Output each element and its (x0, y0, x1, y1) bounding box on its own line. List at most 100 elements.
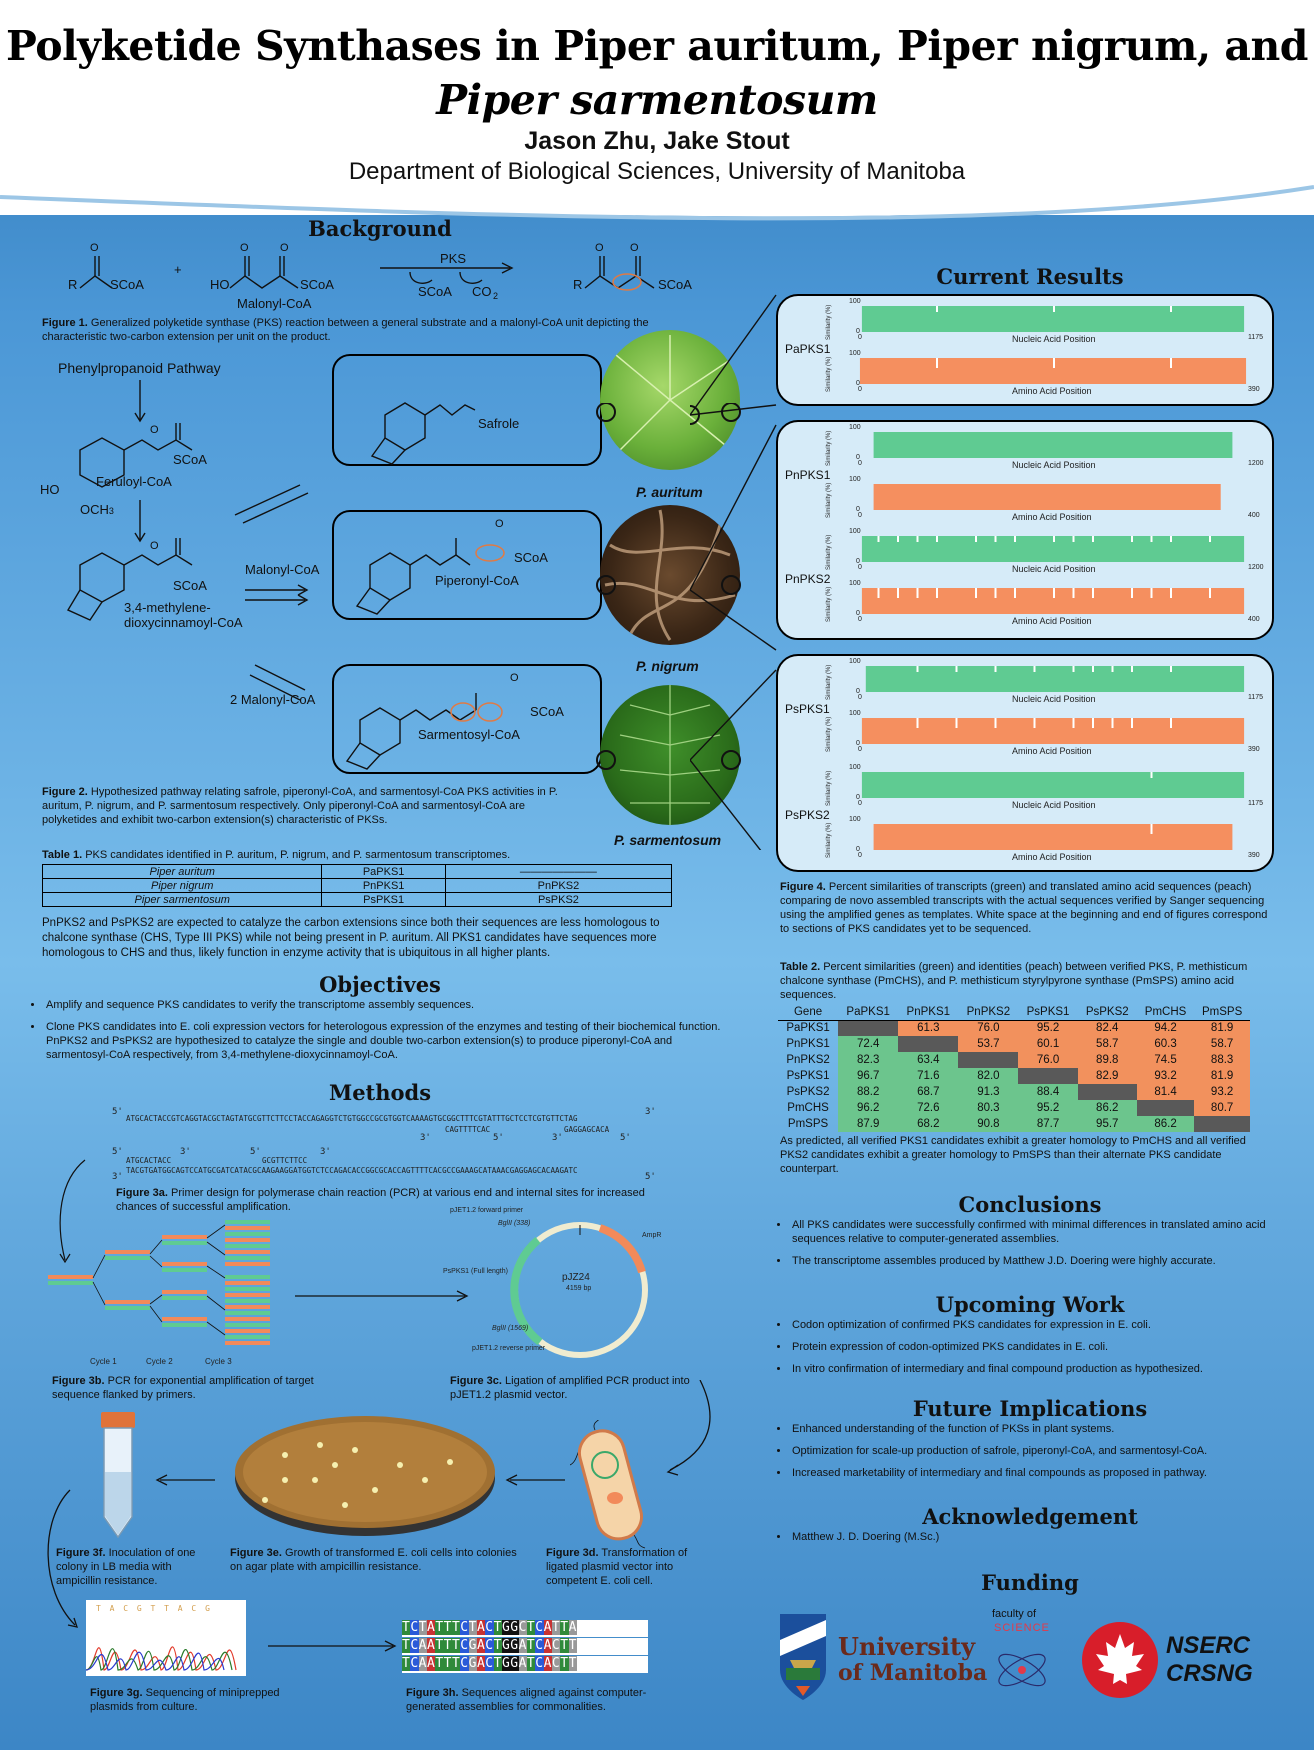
background-heading: Background (308, 216, 452, 241)
similarity-dip (994, 536, 997, 542)
seq-3prime-top: 3' (645, 1107, 656, 1117)
alignment-base: C (535, 1620, 544, 1635)
table2-cell: 81.9 (1194, 1068, 1250, 1084)
sequence-alignment: TCTATTTCTACTGGCTCATTA TCAATTTCGACTGGATCAC… (402, 1620, 648, 1676)
fig3a-caption: Figure 3a. Primer design for polymerase … (116, 1186, 676, 1214)
similarity-dip (1092, 536, 1094, 542)
similarity-dip (1092, 588, 1094, 598)
malonyl-coa-arrow: Malonyl-CoA (245, 562, 320, 577)
methylene-coa-1: 3,4-methylene- (124, 600, 211, 615)
table2-cell: PaPKS1 (786, 1022, 830, 1035)
alignment-base: A (426, 1638, 436, 1653)
x-axis-label: Nucleic Acid Position (1012, 334, 1096, 344)
fig3b-caption: Figure 3b. PCR for exponential amplifica… (52, 1374, 342, 1402)
similarity-plot-na (861, 306, 1245, 332)
table2-cell: 87.7 (1018, 1116, 1078, 1132)
chem-o-6: O (150, 424, 159, 436)
malonyl-coa-label: Malonyl-CoA (237, 296, 312, 311)
similarity-dip (1072, 666, 1075, 672)
plot-gene-label: PnPKS1 (785, 468, 831, 482)
y-min-label: 0 (856, 328, 860, 335)
similarity-dip (1170, 306, 1172, 312)
table2-cell: 94.2 (1136, 1020, 1195, 1036)
table2-cell: 80.3 (958, 1100, 1019, 1116)
species-label-2: P. nigrum (636, 658, 699, 674)
upcoming-item: Codon optimization of confirmed PKS cand… (790, 1318, 1276, 1332)
culture-tube (101, 1412, 135, 1539)
similarity-area (861, 772, 1245, 798)
similarity-area (873, 484, 1221, 510)
similarity-area (861, 718, 1245, 744)
alignment-base: A (543, 1656, 552, 1671)
um-name-1: University (838, 1632, 976, 1661)
x-end-label: 390 (1248, 386, 1260, 393)
upcoming-list: Codon optimization of confirmed PKS cand… (776, 1318, 1276, 1384)
table2-cell: 68.2 (898, 1116, 959, 1132)
x-end-label: 1175 (1248, 334, 1264, 341)
alignment-row: TCAATTTCGACTGGATCACTT (402, 1656, 648, 1673)
table2-row: PaPKS1 61.3 76.0 95.2 82.4 94.2 81.9 (778, 1020, 1250, 1036)
similarity-dip (1131, 666, 1133, 672)
fig3a-text: Primer design for polymerase chain react… (116, 1187, 645, 1213)
alignment-base: G (501, 1656, 511, 1671)
plot-gene-label: PaPKS1 (785, 342, 831, 356)
plasmid-bgl2: BglII (1569) (492, 1325, 529, 1332)
x-axis-label: Amino Acid Position (1012, 512, 1092, 522)
alignment-base: G (501, 1638, 511, 1653)
alignment-base: A (568, 1620, 577, 1635)
similarity-dip (897, 536, 899, 542)
y-min-label: 0 (856, 454, 860, 461)
alignment-base: T (568, 1638, 577, 1653)
pathway-title: Phenylpropanoid Pathway (58, 360, 221, 376)
fig4-text: Percent similarities of transcripts (gre… (780, 881, 1268, 935)
alignment-base: A (518, 1638, 527, 1653)
primer-f2-5: 5' (250, 1147, 261, 1157)
fig3b-text: PCR for exponential amplification of tar… (52, 1375, 314, 1401)
piperonyl-label: Piperonyl-CoA (435, 573, 519, 588)
chem-scoa-1: SCoA (110, 277, 144, 292)
table2-cell: 60.3 (1136, 1036, 1195, 1052)
similarity-dip (1072, 588, 1075, 598)
x-axis-label: Nucleic Acid Position (1012, 800, 1096, 810)
chem-scoa-3: SCoA (418, 284, 452, 299)
fig3h-label: Figure 3h. (406, 1687, 459, 1699)
table2-cell (958, 1052, 1019, 1068)
similarity-dip (916, 666, 919, 672)
science-atom-icon (998, 1653, 1046, 1687)
similarity-dip (1033, 718, 1036, 728)
species-label-3: P. sarmentosum (614, 832, 722, 848)
zoom-lines (690, 294, 777, 850)
chem-o-1: O (90, 242, 99, 254)
p-nigrum-photo (600, 505, 740, 645)
table2-cell (1194, 1116, 1250, 1132)
table2-cell: 82.4 (1077, 1020, 1137, 1036)
y-axis-label: Similarity (%) (826, 716, 832, 752)
y-axis-label: Similarity (%) (826, 822, 832, 858)
x-start-label: 0 (858, 746, 862, 753)
fig3g-caption: Figure 3g. Sequencing of miniprepped pla… (90, 1686, 310, 1714)
similarity-dip (936, 588, 938, 598)
alignment-base: T (402, 1620, 411, 1635)
similarity-plot-na (865, 666, 1245, 692)
y-axis-label: Similarity (%) (826, 482, 832, 518)
pcr-diagram (48, 1159, 270, 1345)
similarity-dip (936, 536, 938, 542)
alignment-base: T (493, 1638, 502, 1653)
header-wave (0, 175, 1314, 221)
alignment-base: C (551, 1638, 561, 1653)
science-label: SCIENCE (994, 1622, 1050, 1634)
similarity-dip (1150, 536, 1153, 542)
similarity-dip (994, 666, 997, 672)
similarity-plot-aa (861, 718, 1245, 744)
fig3g-text: Sequencing of miniprepped plasmids from … (90, 1687, 280, 1713)
primer-r2: GAGGAGCACA (564, 1125, 610, 1134)
chem-scoa-8: SCoA (530, 704, 564, 719)
table2-row: PmCHS 96.2 72.6 80.3 95.2 86.2 80.7 (778, 1100, 1250, 1116)
similarity-plot-aa (861, 588, 1245, 614)
table2-cell: 86.2 (1077, 1100, 1137, 1116)
table2-caption: Table 2. Percent similarities (green) an… (780, 960, 1270, 1002)
table2-header-cell: PmCHS (1136, 1004, 1195, 1021)
alignment-base: C (551, 1656, 561, 1671)
sarmentosyl-box (332, 664, 602, 774)
table1-label: Table 1. (42, 849, 83, 861)
